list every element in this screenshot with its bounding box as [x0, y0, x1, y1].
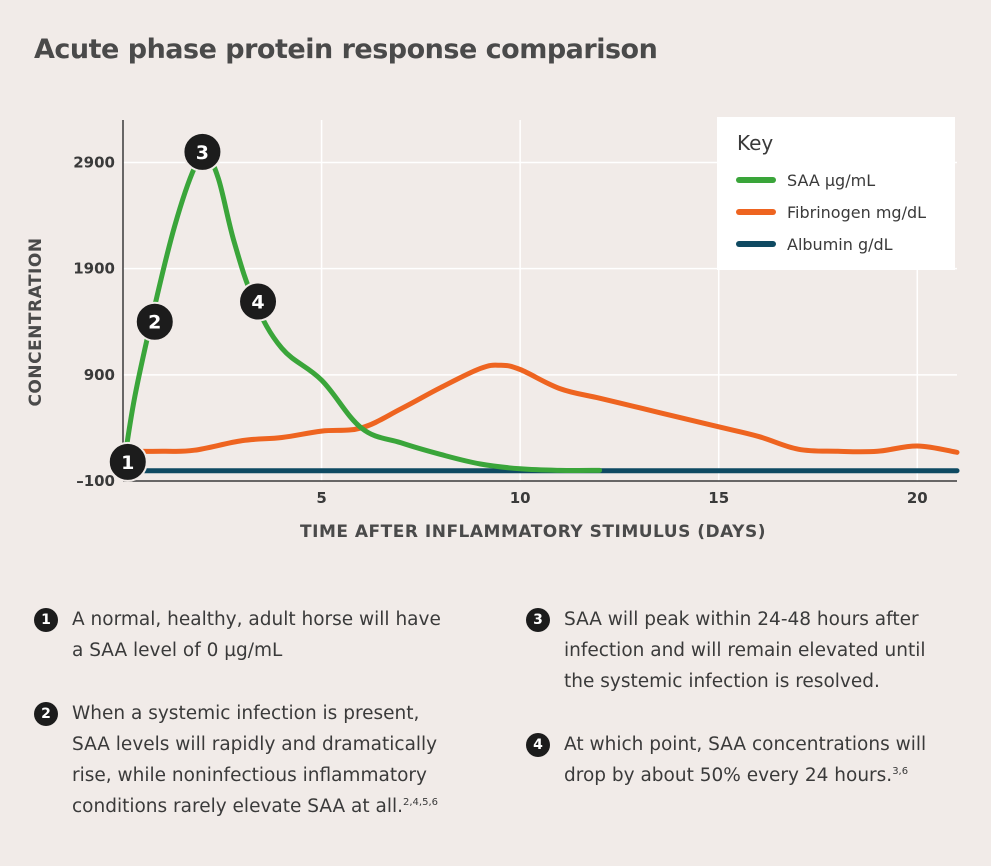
note-2-text: When a systemic infection is present, SA… [72, 703, 438, 817]
note-1-badge: 1 [34, 608, 58, 632]
note-2-badge: 2 [34, 702, 58, 726]
note-2-refs: 2,4,5,6 [403, 796, 439, 808]
x-tick-label: 10 [510, 489, 531, 507]
note-4-text: At which point, SAA concentrations will … [564, 734, 927, 786]
legend-title: Key [737, 131, 773, 155]
y-tick-label: –100 [76, 472, 115, 490]
legend: Key SAA µg/mL Fibrinogen mg/dL Albumin g/dL [717, 117, 955, 270]
note-2: 2 When a systemic infection is present, … [34, 698, 484, 822]
legend-label-saa: SAA µg/mL [787, 171, 875, 190]
note-4-refs: 3,6 [892, 765, 909, 777]
fibrinogen-series-line [120, 362, 960, 455]
tick-labels: 5 10 15 20 –100 900 1900 2900 [73, 153, 927, 507]
callout-marker-circle [107, 441, 148, 482]
callout-marker-label: 2 [148, 312, 161, 334]
line-chart: 5 10 15 20 –100 900 1900 2900 CONCENTRATION TIM… [26, 117, 960, 542]
callout-marker-label: 1 [121, 452, 134, 474]
callout-markers: 1 2 3 4 [107, 131, 279, 482]
note-1-text: A normal, healthy, adult horse will have… [72, 609, 441, 661]
callout-marker-circle [134, 301, 175, 342]
y-axis-label: CONCENTRATION [26, 237, 46, 406]
x-tick-label: 5 [316, 489, 326, 507]
y-tick-label: 1900 [73, 260, 115, 278]
axes [122, 120, 957, 482]
note-1: 1 A normal, healthy, adult horse will ha… [34, 604, 484, 666]
callout-marker-circle [182, 131, 223, 172]
callout-marker-3: 3 [182, 131, 223, 172]
legend-label-fibrinogen: Fibrinogen mg/dL [787, 203, 926, 222]
x-tick-label: 20 [907, 489, 928, 507]
note-3: 3 SAA will peak within 24-48 hours after… [526, 604, 966, 697]
note-4-badge: 4 [526, 733, 550, 757]
note-4: 4 At which point, SAA concentrations wil… [526, 729, 966, 791]
x-tick-label: 15 [708, 489, 729, 507]
saa-series-line [120, 152, 603, 474]
y-tick-label: 900 [84, 366, 115, 384]
callout-marker-label: 3 [196, 142, 209, 164]
x-axis-label: TIME AFTER INFLAMMATORY STIMULUS (DAYS) [300, 522, 766, 542]
legend-label-albumin: Albumin g/dL [787, 235, 893, 254]
callout-marker-4: 4 [238, 281, 279, 322]
callout-marker-circle [238, 281, 279, 322]
y-tick-label: 2900 [73, 153, 115, 171]
callout-marker-1: 1 [107, 441, 148, 482]
chart-title: Acute phase protein response comparison [34, 34, 658, 65]
callout-marker-2: 2 [134, 301, 175, 342]
note-3-badge: 3 [526, 608, 550, 632]
note-3-text: SAA will peak within 24-48 hours after i… [564, 609, 926, 692]
callout-marker-label: 4 [251, 292, 264, 314]
